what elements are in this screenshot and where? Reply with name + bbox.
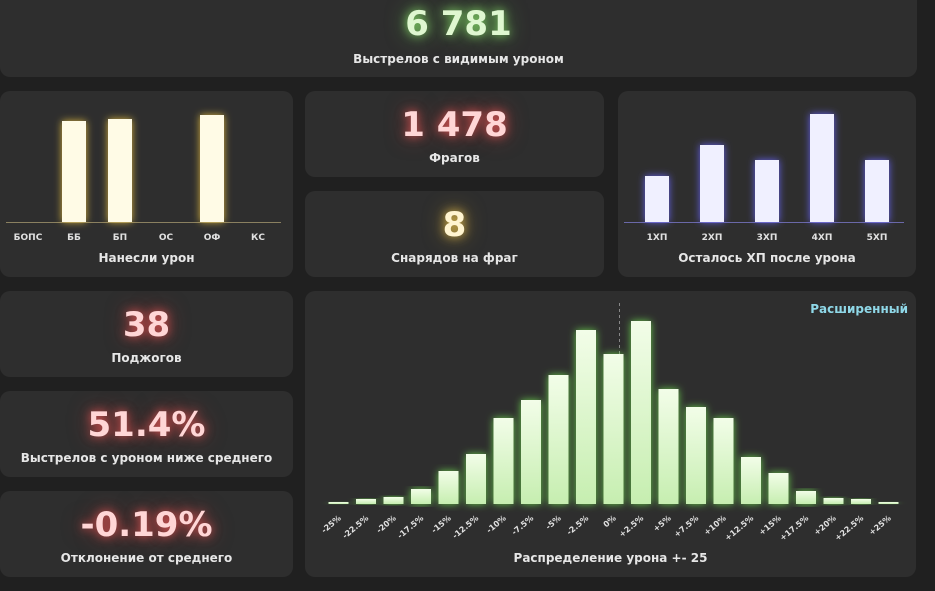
- hp-left-bar: [810, 114, 834, 222]
- distribution-tick-label: +17.5%: [778, 514, 810, 543]
- hp-left-tick-label: 5ХП: [867, 233, 888, 243]
- damage-types-label: Нанесли урон: [98, 251, 195, 265]
- distribution-tick-label: -2.5%: [565, 514, 590, 537]
- distribution-tick-label: +22.5%: [833, 514, 865, 543]
- distribution-bar: [823, 498, 844, 504]
- distribution-bar: [356, 499, 376, 504]
- damage-type-tick-label: БП: [113, 233, 127, 243]
- distribution-tick-label: +15%: [757, 514, 783, 538]
- deviation-card: -0.19% Отклонение от среднего: [0, 491, 293, 577]
- shells-per-frag-card: 8 Снарядов на фраг: [305, 191, 604, 277]
- distribution-bar: [548, 375, 569, 504]
- frags-value: 1 478: [401, 105, 508, 145]
- hp-left-tick-label: 1ХП: [647, 233, 668, 243]
- shots-card: 6 781 Выстрелов с видимым уроном: [0, 0, 917, 77]
- shells-per-frag-value: 8: [442, 205, 467, 245]
- hp-left-bar: [700, 145, 724, 222]
- hp-left-chart: 1ХП 2ХП 3ХП 4ХП 5ХП: [624, 114, 904, 243]
- distribution-tick-label: 0%: [602, 514, 618, 530]
- distribution-bar: [686, 407, 706, 504]
- distribution-bar: [438, 471, 459, 504]
- distribution-bar: [466, 454, 486, 504]
- distribution-tick-label: +20%: [812, 514, 838, 538]
- distribution-bar: [576, 330, 596, 504]
- distribution-tick-label: -25%: [320, 514, 343, 535]
- damage-type-bar: [200, 115, 224, 222]
- distribution-label: Распределение урона +- 25: [513, 551, 708, 565]
- distribution-bar: [328, 502, 349, 504]
- distribution-bar: [383, 497, 404, 504]
- distribution-bar: [768, 473, 789, 504]
- deviation-value: -0.19%: [80, 505, 213, 545]
- below-avg-label: Выстрелов с уроном ниже среднего: [20, 451, 273, 465]
- hp-left-tick-label: 3ХП: [757, 233, 778, 243]
- below-avg-value: 51.4%: [87, 405, 206, 445]
- distribution-tick-label: -5%: [544, 514, 563, 532]
- damage-type-tick-label: ББ: [67, 233, 81, 243]
- distribution-bar: [658, 389, 679, 504]
- distribution-tick-label: -15%: [430, 514, 453, 535]
- damage-type-tick-label: ОФ: [204, 233, 221, 243]
- distribution-bar: [741, 457, 761, 504]
- damage-types-chart: БОПС ББ БП ОС ОФ КС: [6, 115, 281, 243]
- damage-type-bar: [62, 121, 86, 222]
- fires-label: Поджогов: [111, 351, 182, 365]
- distribution-bar: [878, 502, 899, 504]
- damage-types-card: БОПС ББ БП ОС ОФ КС Нанесли урон: [0, 91, 293, 277]
- damage-type-bar: [108, 119, 132, 222]
- distribution-tick-label: -10%: [485, 514, 508, 535]
- distribution-bar: [521, 400, 541, 504]
- distribution-bar: [603, 354, 624, 504]
- distribution-tick-label: -7.5%: [510, 514, 535, 537]
- frags-label: Фрагов: [429, 151, 480, 165]
- distribution-bar: [796, 491, 816, 504]
- damage-type-tick-label: БОПС: [14, 233, 43, 243]
- shells-per-frag-label: Снарядов на фраг: [391, 251, 518, 265]
- distribution-tick-label: +12.5%: [723, 514, 755, 543]
- fires-card: 38 Поджогов: [0, 291, 293, 377]
- distribution-card: Расширенный -25% -22.5% -20% -17.5% -15% -12.…: [305, 291, 916, 577]
- distribution-chart: -25%-22.5% -20%-17.5% -15%-12.5% -10% -7.5% -…: [320, 303, 899, 543]
- distribution-tick-label: -20%: [375, 514, 398, 535]
- distribution-tick-label: -17.5%: [396, 514, 426, 541]
- distribution-bar: [851, 499, 871, 504]
- distribution-tick-label: +2.5%: [617, 514, 645, 539]
- distribution-bar: [713, 418, 734, 504]
- shots-label: Выстрелов с видимым уроном: [353, 52, 564, 66]
- hp-left-label: Осталось ХП после урона: [678, 251, 856, 265]
- deviation-label: Отклонение от среднего: [60, 551, 233, 565]
- hp-left-card: 1ХП 2ХП 3ХП 4ХП 5ХП Осталось ХП после урона: [618, 91, 916, 277]
- hp-left-tick-label: 2ХП: [702, 233, 723, 243]
- shots-value: 6 781: [405, 4, 512, 44]
- distribution-bar: [493, 418, 514, 504]
- distribution-tick-label: -22.5%: [341, 514, 371, 541]
- distribution-tick-label: +10%: [702, 514, 728, 538]
- distribution-tick-label: -12.5%: [451, 514, 481, 541]
- frags-card: 1 478 Фрагов: [305, 91, 604, 177]
- hp-left-tick-label: 4ХП: [812, 233, 833, 243]
- distribution-tick-label: +5%: [651, 514, 672, 534]
- distribution-tick-label: +7.5%: [672, 514, 700, 539]
- distribution-bar: [631, 321, 651, 504]
- distribution-tick-label: +25%: [867, 514, 893, 538]
- damage-type-tick-label: КС: [251, 233, 265, 243]
- advanced-mode-link[interactable]: Расширенный: [810, 302, 908, 316]
- distribution-bar: [411, 489, 431, 504]
- hp-left-bar: [865, 160, 889, 222]
- hp-left-bar: [755, 160, 779, 222]
- hp-left-bar: [645, 176, 669, 222]
- fires-value: 38: [122, 305, 171, 345]
- damage-type-tick-label: ОС: [159, 233, 174, 243]
- below-avg-card: 51.4% Выстрелов с уроном ниже среднего: [0, 391, 293, 477]
